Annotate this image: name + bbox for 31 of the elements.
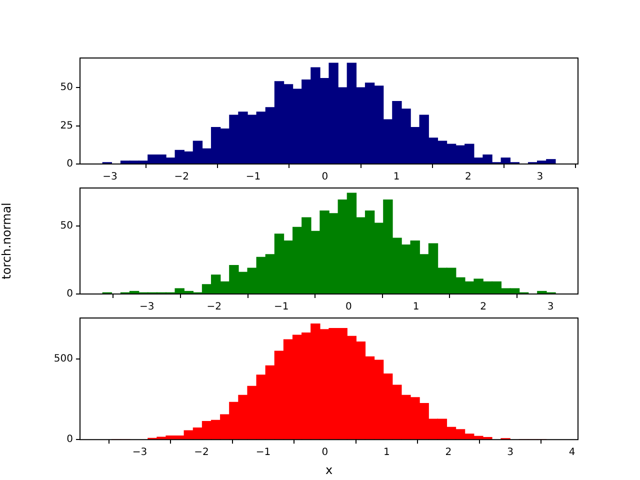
x-tick-label: −3 [132,447,148,458]
x-tick-label: 1 [384,447,390,458]
x-tick-label: 0 [346,302,352,313]
x-tick-label: 3 [536,172,544,183]
x-tick-label: 3 [507,447,514,458]
x-tick-label: −1 [246,172,261,183]
y-tick-label: 50 [60,82,73,94]
y-tick-label: 50 [60,220,73,232]
y-axis-title: torch.normal [0,202,14,280]
x-tick-label: 1 [412,302,420,313]
x-tick-label: −2 [194,447,209,458]
x-tick-label: 2 [445,447,452,458]
x-tick-label: 4 [568,447,576,458]
y-tick-label: 0 [66,158,73,170]
x-tick-label: −1 [274,302,289,313]
x-tick-label: −2 [206,302,222,313]
y-tick-label: 25 [60,120,73,132]
x-tick-label: 2 [465,172,472,183]
y-tick-label: 0 [66,434,73,446]
y-tick-label: 500 [54,354,73,365]
y-tick-label: 0 [66,288,73,300]
x-tick-label: −2 [174,172,190,183]
x-tick-label: 0 [322,447,328,458]
x-tick-label: 0 [322,172,328,183]
x-tick-label: −3 [139,302,154,313]
x-tick-label: −3 [102,172,118,183]
x-axis-title: x [325,462,333,477]
x-tick-label: −1 [256,447,271,458]
x-tick-label: 3 [547,302,554,313]
x-tick-label: 2 [480,302,486,313]
x-tick-label: 1 [393,172,400,183]
